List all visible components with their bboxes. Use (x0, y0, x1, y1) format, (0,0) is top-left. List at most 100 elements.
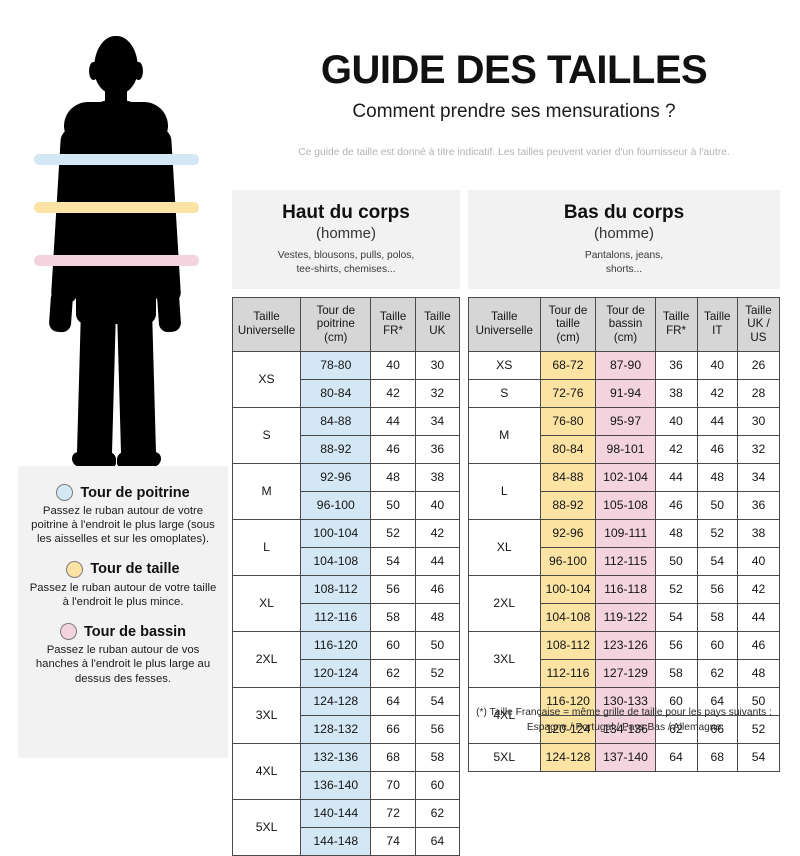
data-cell: 54 (736, 742, 781, 772)
data-cell: 56 (370, 574, 416, 604)
data-cell: 130-133 (595, 686, 656, 716)
data-cell: 56 (414, 714, 461, 744)
data-cell: 54 (370, 546, 416, 576)
data-cell: 66 (370, 714, 416, 744)
data-cell: 137-140 (595, 742, 656, 772)
column-header-2: Tour de bassin (cm) (595, 296, 656, 352)
body-figure-panel (0, 0, 228, 467)
silhouette-head (94, 36, 138, 94)
data-cell: 96-100 (539, 546, 597, 576)
data-cell: 98-101 (595, 434, 656, 464)
data-cell: 88-92 (539, 490, 597, 520)
data-cell: 48 (736, 658, 781, 688)
data-cell: 72 (370, 798, 416, 828)
silhouette-ear-right (134, 62, 143, 80)
data-cell: 42 (736, 574, 781, 604)
silhouette-hand-right (156, 287, 182, 333)
upper-body-subtitle: (homme) (315, 225, 376, 242)
table-row: 5XL 140-144 72 62 (231, 798, 461, 856)
data-cell: 58 (654, 658, 698, 688)
data-cell: 48 (696, 462, 738, 492)
silhouette-foot-right (117, 452, 161, 467)
size-label-cell: 3XL (468, 630, 541, 688)
data-cell: 48 (414, 602, 461, 632)
table-row: 2XL 116-120 60 50 (231, 630, 461, 688)
table-row: L 84-88 102-104 44 48 34 (468, 462, 781, 520)
size-label-cell: L (468, 462, 541, 520)
data-cell: 40 (654, 406, 698, 436)
data-cell: 116-118 (595, 574, 656, 604)
data-cell: 34 (736, 462, 781, 492)
data-cell: 112-116 (300, 602, 372, 632)
column-header-4: Taille IT (696, 296, 738, 352)
data-cell: 48 (654, 518, 698, 548)
data-cell: 36 (654, 350, 698, 380)
data-cell: 50 (654, 546, 698, 576)
data-cell: 91-94 (595, 378, 656, 408)
data-cell: 120-124 (539, 714, 597, 744)
data-cell: 40 (414, 490, 461, 520)
left-column: Tour de poitrine Passez le ruban autour … (0, 0, 228, 800)
legend-label-chest: Tour de poitrine (80, 484, 190, 501)
table-row: 5XL 124-128 137-140 64 68 54 (468, 742, 781, 772)
column-header-3: Taille FR* (654, 296, 698, 352)
legend-desc-hip: Passez le ruban autour de vos hanches à … (35, 644, 211, 685)
silhouette-leg-right (116, 299, 157, 463)
data-cell: 46 (654, 490, 698, 520)
data-cell: 112-116 (539, 658, 597, 688)
legend-item-chest: Tour de poitrine Passez le ruban autour … (28, 484, 218, 547)
legend-item-waist: Tour de taille Passez le ruban autour de… (28, 560, 218, 609)
data-cell: 84-88 (539, 462, 597, 492)
data-cell: 116-120 (539, 686, 597, 716)
lower-body-section-header: Bas du corps (homme) Pantalons, jeans, sh… (468, 190, 780, 289)
data-cell: 95-97 (595, 406, 656, 436)
data-cell: 38 (414, 462, 461, 492)
data-cell: 80-84 (539, 434, 597, 464)
upper-body-size-table: Taille Universelle Tour de poitrine (cm) Tail… (231, 296, 461, 856)
data-cell: 70 (370, 770, 416, 800)
table-row: 3XL 108-112 123-126 56 60 46 (468, 630, 781, 688)
data-cell: 58 (370, 602, 416, 632)
legend-desc-chest: Passez le ruban autour de votre poitrine… (31, 505, 215, 546)
data-cell: 64 (696, 686, 738, 716)
table-row: 104-108 54 44 (233, 546, 461, 576)
data-cell: 96-100 (300, 490, 372, 520)
size-label-cell: 5XL (468, 742, 541, 772)
data-cell: 128-132 (300, 714, 372, 744)
data-cell: 42 (654, 434, 698, 464)
data-cell: 120-124 (300, 658, 372, 688)
data-cell: 34 (414, 406, 461, 436)
data-cell: 60 (414, 770, 461, 800)
lower-body-section: Bas du corps (homme) Pantalons, jeans, sh… (468, 190, 781, 772)
table-row: XS 78-80 40 30 (231, 350, 461, 408)
data-cell: 40 (736, 546, 781, 576)
size-label-cell: M (231, 462, 302, 520)
table-row: 88-92 105-108 46 50 36 (469, 490, 781, 520)
data-cell: 28 (736, 378, 781, 408)
data-cell: 68 (370, 742, 416, 772)
page-title: GUIDE DES TAILLES (320, 48, 708, 92)
column-header-3: Taille UK (414, 296, 461, 352)
chest-color-dot-icon (56, 484, 74, 501)
table-row: M 76-80 95-97 40 44 30 (468, 406, 781, 464)
data-cell: 48 (370, 462, 416, 492)
data-cell: 30 (414, 350, 461, 380)
data-cell: 42 (696, 378, 738, 408)
data-cell: 62 (370, 658, 416, 688)
data-cell: 44 (696, 406, 738, 436)
lower-body-table-body: XS 68-72 87-90 36 40 26 S 72-76 91-94 38 42 28 M 76-8… (468, 350, 781, 772)
table-row: XS 68-72 87-90 36 40 26 (468, 350, 781, 380)
table-row: 96-100 50 40 (233, 490, 461, 520)
legend-title-waist: Tour de taille (28, 560, 218, 578)
legend-title-hip: Tour de bassin (28, 623, 218, 641)
data-cell: 38 (736, 518, 781, 548)
table-row: 104-108 119-122 54 58 44 (469, 602, 781, 632)
data-cell: 136-140 (300, 770, 372, 800)
data-cell: 62 (696, 658, 738, 688)
size-label-cell: 2XL (468, 574, 541, 632)
data-cell: 88-92 (300, 434, 372, 464)
upper-body-garments: Vestes, blousons, pulls, polos, tee-shirt… (277, 250, 415, 275)
data-cell: 50 (370, 490, 416, 520)
data-cell: 46 (370, 434, 416, 464)
table-row: L 100-104 52 42 (231, 518, 461, 576)
